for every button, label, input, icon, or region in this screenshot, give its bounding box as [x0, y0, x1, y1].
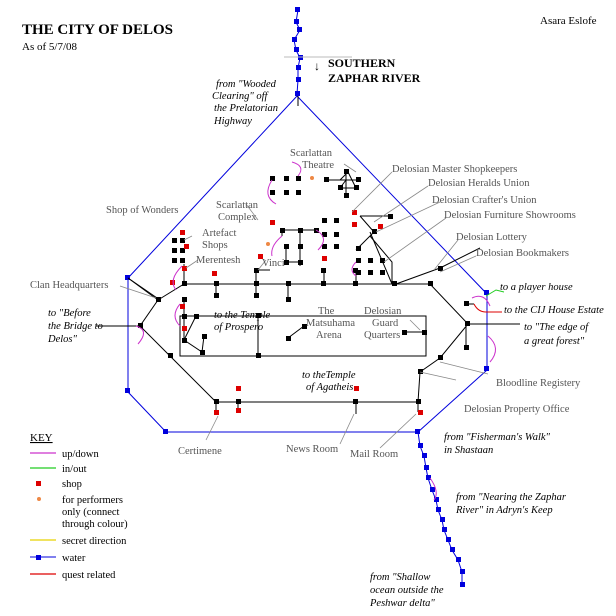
key-shop-label: shop	[62, 479, 82, 490]
label-guard-1: Delosian	[364, 306, 402, 317]
label-furniture: Delosian Furniture Showrooms	[444, 210, 576, 221]
exit-fishermans-2: in Shastaan	[444, 445, 493, 456]
label-matsuhama-1: The	[318, 306, 335, 317]
label-matsuhama-3: Arena	[316, 330, 342, 341]
down-arrow: ↓	[314, 59, 320, 73]
map-title: THE CITY OF DELOS	[22, 22, 173, 38]
label-merentesh: Merentesh	[196, 255, 241, 266]
key-updown-label: up/down	[62, 449, 100, 460]
exit-shallow-1: from "Shallow	[370, 572, 430, 583]
label-crafters: Delosian Crafter's Union	[432, 195, 537, 206]
exit-nearing-2: River" in Adryn's Keep	[455, 505, 553, 516]
key-quest-label: quest related	[62, 570, 116, 581]
river-label-2: ZAPHAR RIVER	[328, 71, 421, 85]
key-water-node	[36, 555, 41, 560]
exit-shallow-2: ocean outside the	[370, 585, 444, 596]
map-author: Asara Eslofe	[540, 15, 597, 27]
label-master-shop: Delosian Master Shopkeepers	[392, 164, 517, 175]
exit-fishermans-1: from "Fisherman's Walk"	[444, 432, 551, 443]
exit-agatheis-2: of Agatheis	[306, 382, 353, 393]
label-guard-3: Quarters	[364, 330, 400, 341]
exit-prospero-2: of Prospero	[214, 322, 263, 333]
label-clan-hq: Clan Headquarters	[30, 280, 108, 291]
label-complex-2: Complex	[218, 212, 257, 223]
river-bottom-nodes	[418, 443, 465, 587]
label-shop-wonders: Shop of Wonders	[106, 205, 178, 216]
river-label-1: SOUTHERN	[328, 56, 396, 70]
label-mail-room: Mail Room	[350, 449, 398, 460]
exit-bridge-1: to "Before	[48, 308, 91, 319]
exit-agatheis-1: to theTemple	[302, 370, 356, 381]
key-performer-label-2: only (connect	[62, 507, 120, 518]
exit-cij: to the CIJ House Estate	[504, 305, 604, 316]
quest-line	[473, 303, 502, 313]
key-performer-swatch	[37, 497, 41, 501]
exit-wooded-2: Clearing" off	[212, 91, 270, 102]
exit-forest-2: a great forest"	[524, 336, 585, 347]
key-water-label: water	[62, 553, 86, 564]
label-bloodline: Bloodline Registery	[496, 378, 581, 389]
label-theatre-1: Scarlattan	[290, 148, 333, 159]
exit-wooded-1: from "Wooded	[216, 79, 277, 90]
label-guard-2: Guard	[372, 318, 399, 329]
key-performer-label-3: through colour)	[62, 519, 128, 530]
label-news-room: News Room	[286, 444, 338, 455]
updown-lines	[135, 161, 496, 501]
key-secret-label: secret direction	[62, 536, 127, 547]
map-date: As of 5/7/08	[22, 41, 78, 53]
exit-prospero-1: to the Temple	[214, 310, 271, 321]
exit-bridge-2: the Bridge to	[48, 321, 103, 332]
key-performer-label-1: for performers	[62, 495, 123, 506]
exit-forest-1: to "The edge of	[524, 322, 590, 333]
performer-dot	[266, 242, 270, 246]
label-vinci: Vinci	[262, 258, 285, 269]
road-nodes	[138, 169, 470, 404]
performer-dot	[310, 176, 314, 180]
label-bookmakers: Delosian Bookmakers	[476, 248, 569, 259]
label-complex-1: Scarlattan	[216, 200, 259, 211]
label-matsuhama-2: Matsuhama	[306, 318, 355, 329]
label-artefact-2: Shops	[202, 240, 228, 251]
map-key: KEY up/down in/out shop for performers o…	[30, 432, 128, 581]
key-inout-label: in/out	[62, 464, 87, 475]
inout-line	[485, 289, 505, 297]
key-heading: KEY	[30, 432, 53, 444]
shop-nodes	[170, 210, 423, 415]
label-lottery: Delosian Lottery	[456, 232, 528, 243]
water-boundary	[127, 95, 488, 433]
label-certimene: Certimene	[178, 446, 222, 457]
label-property: Delosian Property Office	[464, 404, 570, 415]
label-theatre-2: Theatre	[302, 160, 334, 171]
exit-player-house: to a player house	[500, 282, 573, 293]
exit-nearing-1: from "Nearing the Zaphar	[456, 492, 567, 503]
exit-bridge-3: Delos"	[47, 334, 77, 345]
boundary-nodes	[125, 275, 489, 434]
label-artefact-1: Artefact	[202, 228, 236, 239]
exit-shallow-3: Peshwar delta"	[369, 598, 435, 609]
key-shop-swatch	[36, 481, 41, 486]
exit-wooded-4: Highway	[213, 116, 252, 127]
exit-wooded-3: the Prelatorian	[214, 103, 278, 114]
label-heralds: Delosian Heralds Union	[428, 178, 530, 189]
label-pointers	[119, 163, 489, 449]
